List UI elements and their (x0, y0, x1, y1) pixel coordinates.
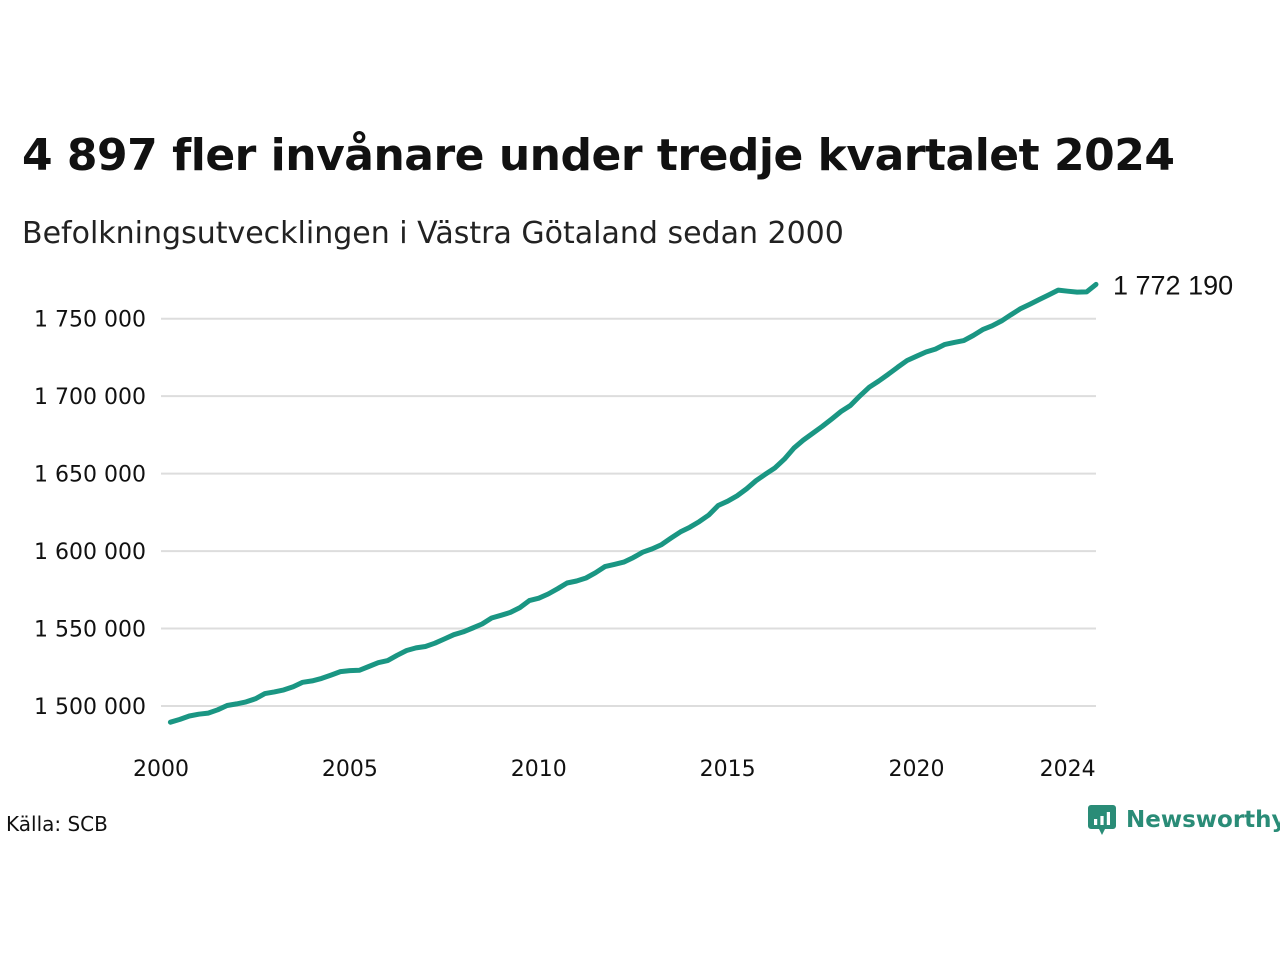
chart-title: 4 897 fler invånare under tredje kvartal… (22, 130, 1175, 181)
chart-subtitle: Befolkningsutvecklingen i Västra Götalan… (22, 216, 844, 251)
y-axis-tick-labels: 1 500 000 1 550 000 1 600 000 1 650 000 1 70… (34, 308, 146, 720)
series-layer (167, 281, 1099, 725)
end-value-label: 1 772 190 (1113, 270, 1233, 300)
x-axis-tick-labels: 2000 2005 2010 2015 2020 2024 (133, 757, 1096, 782)
gridlines (161, 317, 1096, 707)
x-tick-label: 2000 (133, 757, 189, 782)
x-tick-label: 2015 (700, 757, 756, 782)
population-series-line (167, 281, 1099, 725)
y-tick-label: 1 750 000 (34, 308, 146, 333)
x-tick-label: 2010 (511, 757, 567, 782)
x-tick-label: 2024 (1040, 757, 1096, 782)
brand-name: Newsworthy (1126, 807, 1280, 833)
y-tick-label: 1 600 000 (34, 540, 146, 565)
y-tick-label: 1 550 000 (34, 618, 146, 643)
source-note: Källa: SCB (6, 812, 108, 836)
x-tick-label: 2005 (322, 757, 378, 782)
brand[interactable]: Newsworthy (1088, 804, 1280, 836)
end-label-layer: 1 772 190 (1113, 270, 1233, 300)
newsworthy-logo-icon (1088, 805, 1116, 835)
y-tick-label: 1 650 000 (34, 463, 146, 488)
y-tick-label: 1 500 000 (34, 695, 146, 720)
x-tick-label: 2020 (889, 757, 945, 782)
y-tick-label: 1 700 000 (34, 385, 146, 410)
